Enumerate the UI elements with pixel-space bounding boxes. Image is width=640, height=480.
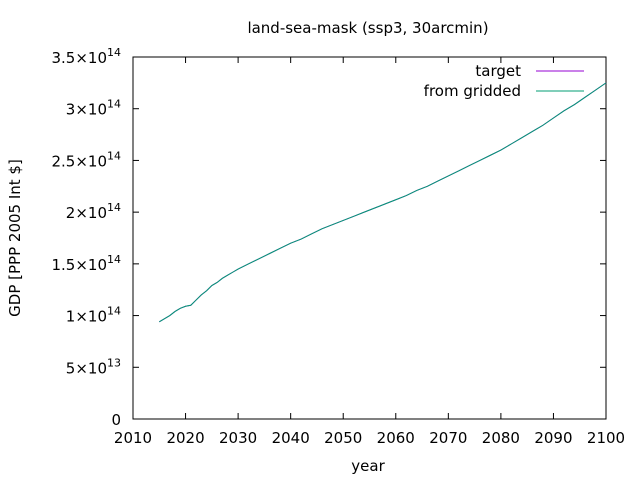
y-tick-times: ×10	[75, 359, 107, 377]
x-tick-label: 2020	[166, 429, 204, 447]
y-tick-label: 3×1014	[66, 98, 121, 119]
series-lines	[159, 82, 607, 323]
x-tick-label: 2030	[219, 429, 257, 447]
y-tick-mantissa: 0	[111, 411, 121, 429]
x-tick-label: 2070	[429, 429, 467, 447]
x-axis-ticks: 2010 2020 2030 2040 2050 2060 2070 2080 2090 2100	[114, 57, 625, 447]
y-tick-mantissa: 2	[66, 204, 76, 222]
y-tick-exponent: 14	[107, 149, 121, 162]
y-tick-exponent: 13	[107, 356, 121, 369]
legend-label-1: from gridded	[424, 82, 521, 100]
y-tick-label: 1.5×1014	[51, 253, 121, 274]
x-axis-label: year	[351, 457, 385, 475]
y-tick-mantissa: 2.5	[51, 152, 75, 170]
y-tick-exponent: 14	[107, 98, 121, 111]
chart-title: land-sea-mask (ssp3, 30arcmin)	[247, 19, 488, 37]
y-tick-times: ×10	[75, 101, 107, 119]
y-tick-exponent: 14	[107, 253, 121, 266]
y-tick-label: 5×1013	[66, 356, 121, 377]
y-tick-mantissa: 1	[66, 308, 76, 326]
legend: target from gridded	[424, 62, 584, 100]
y-axis-ticks: 05×10131×10141.5×10142×10142.5×10143×101…	[51, 46, 606, 429]
x-tick-label: 2010	[114, 429, 152, 447]
legend-label-0: target	[475, 62, 521, 80]
y-tick-exponent: 14	[107, 305, 121, 318]
x-tick-label: 2060	[377, 429, 415, 447]
y-tick-times: ×10	[75, 49, 107, 67]
y-tick-times: ×10	[75, 308, 107, 326]
y-tick-label: 3.5×1014	[51, 46, 121, 67]
y-tick-times: ×10	[75, 256, 107, 274]
x-tick-label: 2100	[587, 429, 625, 447]
plot-border	[132, 56, 607, 420]
x-tick-label: 2080	[482, 429, 520, 447]
y-tick-mantissa: 3.5	[51, 49, 75, 67]
y-tick-mantissa: 1.5	[51, 256, 75, 274]
y-tick-label: 2×1014	[66, 201, 121, 222]
y-axis-label: GDP [PPP 2005 Int $]	[6, 159, 24, 317]
y-tick-mantissa: 5	[66, 359, 76, 377]
x-tick-label: 2040	[272, 429, 310, 447]
y-tick-exponent: 14	[107, 201, 121, 214]
series-line-1	[159, 82, 607, 323]
y-tick-label: 2.5×1014	[51, 149, 121, 170]
y-tick-label: 1×1014	[66, 305, 121, 326]
x-tick-label: 2050	[324, 429, 362, 447]
y-tick-label: 0	[111, 411, 121, 429]
y-tick-mantissa: 3	[66, 101, 76, 119]
x-tick-label: 2090	[534, 429, 572, 447]
y-tick-times: ×10	[75, 152, 107, 170]
y-tick-times: ×10	[75, 204, 107, 222]
y-tick-exponent: 14	[107, 46, 121, 59]
